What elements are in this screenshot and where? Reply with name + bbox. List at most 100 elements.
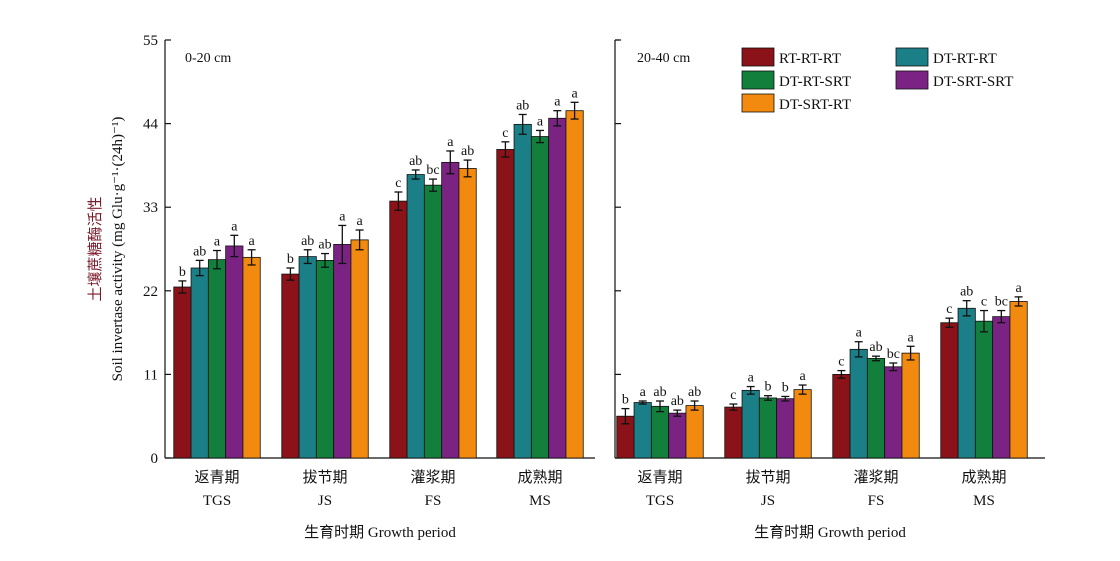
significance-label: ab <box>869 340 882 355</box>
bar <box>758 397 778 459</box>
bar <box>650 405 670 459</box>
significance-label: c <box>946 302 952 317</box>
bar <box>530 136 550 459</box>
bar <box>957 307 976 459</box>
bar <box>633 402 652 459</box>
category-label-cn: 返青期 <box>637 469 682 486</box>
significance-label: bc <box>995 295 1008 310</box>
category-label-en: FS <box>425 493 442 509</box>
significance-label: b <box>782 380 789 395</box>
legend-swatch <box>741 93 775 113</box>
y-tick-label: 33 <box>143 200 158 216</box>
significance-label: a <box>537 114 544 129</box>
category-label-en: MS <box>529 493 551 509</box>
y-axis-title: Soil invertase activity (mg Glu·g⁻¹·(24h… <box>110 117 126 382</box>
significance-label: a <box>554 95 561 110</box>
bar <box>441 161 460 459</box>
x-axis-title: 生育时期 Growth period <box>754 524 906 541</box>
bar <box>281 273 300 459</box>
y-tick-label: 22 <box>143 284 158 300</box>
bar <box>423 184 443 459</box>
significance-label: a <box>856 326 863 341</box>
significance-label: ab <box>409 154 422 169</box>
legend-label: DT-SRT-SRT <box>933 74 1013 90</box>
significance-label: a <box>748 371 755 386</box>
significance-label: ab <box>688 385 701 400</box>
legend-label: RT-RT-RT <box>779 51 841 67</box>
significance-label: b <box>765 380 772 395</box>
panel-label: 20-40 cm <box>637 51 690 66</box>
y-tick-label: 0 <box>151 451 159 467</box>
significance-label: ab <box>653 385 666 400</box>
significance-label: a <box>571 86 578 101</box>
bar <box>225 245 244 459</box>
significance-label: a <box>1015 281 1022 296</box>
bar <box>668 412 687 459</box>
significance-label: c <box>838 355 844 370</box>
bar <box>832 373 851 459</box>
category-label-en: JS <box>761 493 775 509</box>
y-axis-title-cn: 土壤蔗糖酶活性 <box>86 196 104 301</box>
significance-label: bc <box>426 163 439 178</box>
significance-label: c <box>730 388 736 403</box>
category-label-en: TGS <box>203 493 231 509</box>
bar <box>685 405 704 459</box>
bar <box>458 168 477 459</box>
significance-label: c <box>981 295 987 310</box>
category-label-cn: 成熟期 <box>961 469 1006 486</box>
significance-label: b <box>287 252 294 267</box>
legend-swatch <box>741 47 775 67</box>
significance-label: a <box>356 214 363 229</box>
bar <box>866 358 886 459</box>
bar <box>992 316 1011 459</box>
significance-label: a <box>447 135 454 150</box>
category-label-cn: 返青期 <box>194 469 239 486</box>
significance-label: a <box>640 385 647 400</box>
significance-label: a <box>339 209 346 224</box>
bar <box>741 389 760 459</box>
significance-label: a <box>214 235 221 250</box>
bar <box>974 320 994 459</box>
category-label-en: TGS <box>646 493 674 509</box>
legend-label: DT-RT-RT <box>933 51 997 67</box>
significance-label: c <box>395 176 401 191</box>
bar <box>389 200 408 459</box>
category-label-en: JS <box>318 493 332 509</box>
legend-swatch <box>741 70 775 90</box>
significance-label: a <box>231 219 238 234</box>
significance-label: c <box>502 126 508 141</box>
significance-label: a <box>248 234 255 249</box>
significance-label: ab <box>301 234 314 249</box>
significance-label: b <box>179 265 186 280</box>
significance-label: ab <box>960 285 973 300</box>
bar <box>849 348 868 459</box>
bar <box>548 117 567 459</box>
category-label-cn: 成熟期 <box>517 469 562 486</box>
significance-label: bc <box>887 347 900 362</box>
significance-label: a <box>907 330 914 345</box>
bar <box>350 239 369 459</box>
legend-label: DT-RT-SRT <box>779 74 851 90</box>
x-axis-title: 生育时期 Growth period <box>304 524 456 541</box>
legend-swatch <box>895 47 929 67</box>
significance-label: ab <box>516 98 529 113</box>
legend-swatch <box>895 70 929 90</box>
significance-label: ab <box>318 238 331 253</box>
category-label-cn: 拔节期 <box>745 469 790 486</box>
bar <box>333 244 352 459</box>
category-label-cn: 灌浆期 <box>853 468 898 486</box>
y-tick-label: 11 <box>144 367 158 383</box>
bar <box>298 256 317 459</box>
category-label-en: FS <box>868 493 885 509</box>
legend: RT-RT-RT DT-RT-RT DT-RT-SRT DT-SRT-SRT DT-SR… <box>741 47 1013 113</box>
category-label-cn: 拔节期 <box>302 469 347 486</box>
significance-label: ab <box>193 244 206 259</box>
bar <box>190 267 209 459</box>
bar <box>207 259 227 459</box>
bar <box>513 123 532 459</box>
bar <box>901 352 920 459</box>
category-label-cn: 灌浆期 <box>410 468 455 486</box>
